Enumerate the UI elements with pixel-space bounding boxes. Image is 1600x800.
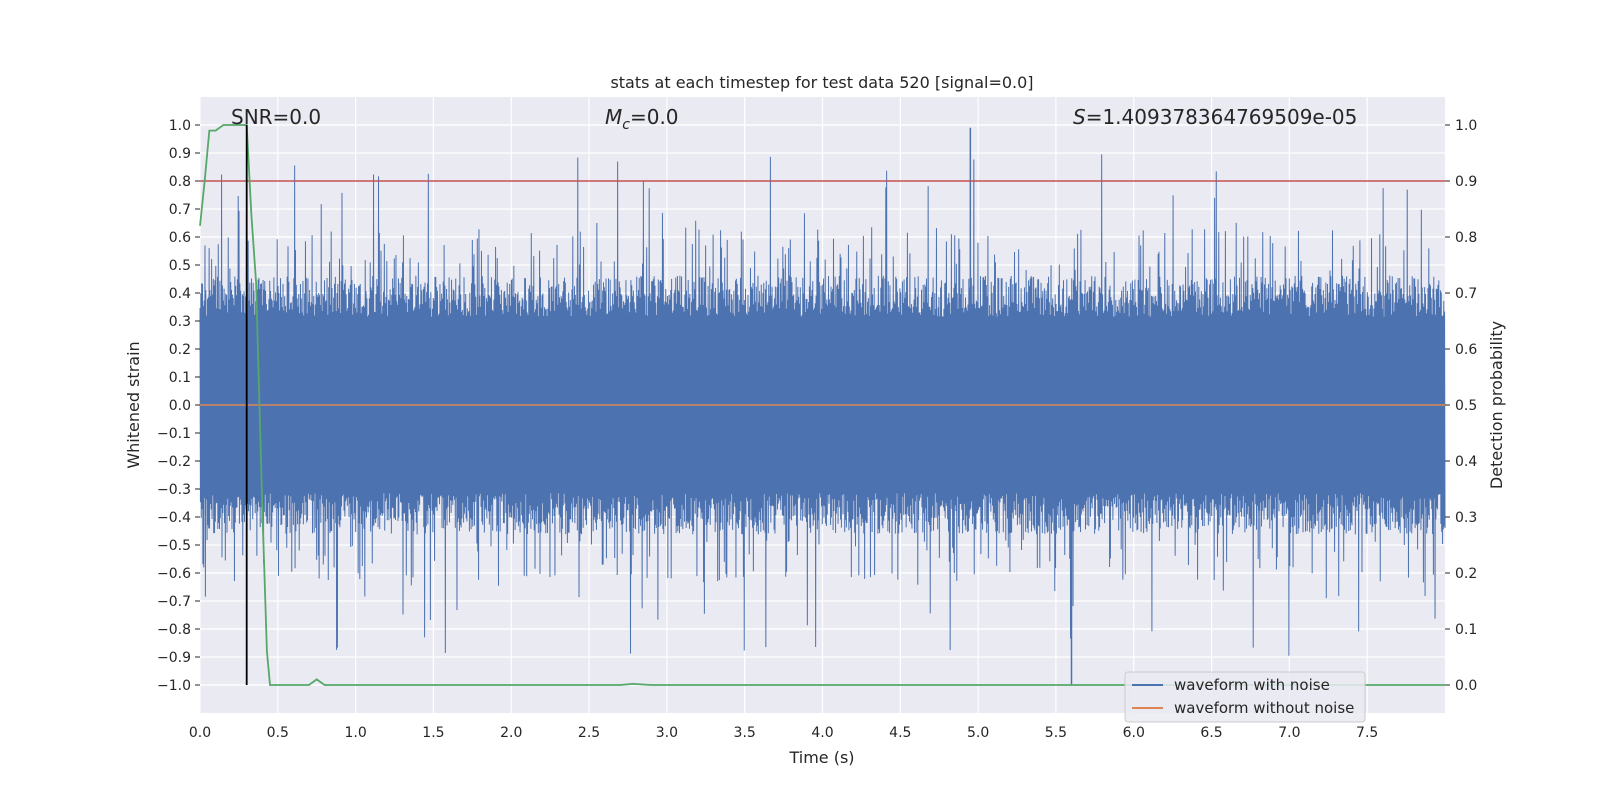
legend-label-noise: waveform with noise [1174, 676, 1330, 694]
y-tick-label-10: 0.0 [169, 398, 191, 414]
chirp-mass-annotation: Mc=0.0 [605, 105, 679, 133]
chirp-mass-subscript: c [622, 117, 630, 133]
y-tick-label-15: −0.5 [157, 538, 191, 554]
y2-tick-label-4: 0.6 [1455, 342, 1477, 358]
x-tick-label-6: 3.0 [656, 725, 678, 741]
y2-tick-label-1: 0.9 [1455, 174, 1477, 190]
y2-tick-labels: 1.0 0.9 0.8 0.7 0.6 0.5 0.4 0.3 0.2 0.1 0.0 [1445, 118, 1477, 694]
legend-label-clean: waveform without noise [1174, 699, 1354, 717]
y-tick-label-7: 0.3 [169, 314, 191, 330]
y-tick-label-13: −0.3 [157, 482, 191, 498]
x-tick-label-5: 2.5 [578, 725, 600, 741]
y-tick-label-17: −0.7 [157, 594, 191, 610]
y-axis-label: Whitened strain [124, 341, 143, 468]
y2-tick-label-5: 0.5 [1455, 398, 1477, 414]
x-tick-label-13: 6.5 [1200, 725, 1222, 741]
y2-tick-label-6: 0.4 [1455, 454, 1477, 470]
x-tick-label-3: 1.5 [422, 725, 444, 741]
chirp-mass-symbol: M [605, 105, 622, 129]
y-tick-label-16: −0.6 [157, 566, 191, 582]
y-tick-label-4: 0.6 [169, 230, 191, 246]
chirp-mass-value: =0.0 [630, 105, 679, 129]
x-tick-label-11: 5.5 [1045, 725, 1067, 741]
y-tick-label-2: 0.8 [169, 174, 191, 190]
x-tick-labels: 0.0 0.5 1.0 1.5 2.0 2.5 3.0 3.5 4.0 4.5 5.0 5.5 6.0 6… [189, 725, 1378, 741]
x-axis-label: Time (s) [788, 748, 854, 767]
chart-title: stats at each timestep for test data 520… [610, 73, 1033, 92]
x-tick-label-4: 2.0 [500, 725, 522, 741]
x-tick-label-10: 5.0 [967, 725, 989, 741]
y2-axis-label: Detection probability [1487, 321, 1506, 489]
y-tick-label-3: 0.7 [169, 202, 191, 218]
y-tick-label-20: −1.0 [157, 678, 191, 694]
x-tick-label-12: 6.0 [1123, 725, 1145, 741]
s-symbol: S [1073, 105, 1086, 129]
y-tick-label-1: 0.9 [169, 146, 191, 162]
y-tick-label-19: −0.9 [157, 650, 191, 666]
s-value-annotation: S=1.409378364769509e-05 [1073, 105, 1357, 129]
y-tick-label-12: −0.2 [157, 454, 191, 470]
y2-tick-label-9: 0.1 [1455, 622, 1477, 638]
snr-annotation: SNR=0.0 [231, 105, 321, 129]
y-tick-label-9: 0.1 [169, 370, 191, 386]
y-tick-labels: 1.0 0.9 0.8 0.7 0.6 0.5 0.4 0.3 0.2 0.1 0.0 −0.1 −0.… [157, 118, 200, 694]
y-tick-label-0: 1.0 [169, 118, 191, 134]
x-tick-label-14: 7.0 [1278, 725, 1300, 741]
x-tick-label-7: 3.5 [734, 725, 756, 741]
x-tick-label-1: 0.5 [267, 725, 289, 741]
detection-probability-line [199, 124, 1445, 686]
x-tick-label-9: 4.5 [889, 725, 911, 741]
y2-tick-label-0: 1.0 [1455, 118, 1477, 134]
legend: waveform with noise waveform without noi… [1124, 671, 1366, 723]
y2-tick-label-3: 0.7 [1455, 286, 1477, 302]
x-tick-label-8: 4.0 [811, 725, 833, 741]
y-tick-label-6: 0.4 [169, 286, 191, 302]
x-tick-label-15: 7.5 [1356, 725, 1378, 741]
y-tick-label-8: 0.2 [169, 342, 191, 358]
x-tick-label-0: 0.0 [189, 725, 211, 741]
s-value: =1.409378364769509e-05 [1086, 105, 1358, 129]
legend-box [1124, 671, 1366, 723]
y-tick-label-5: 0.5 [169, 258, 191, 274]
y2-tick-label-10: 0.0 [1455, 678, 1477, 694]
y2-tick-label-2: 0.8 [1455, 230, 1477, 246]
y2-tick-label-7: 0.3 [1455, 510, 1477, 526]
detection-probability-series [199, 124, 1445, 686]
y-tick-label-11: −0.1 [157, 426, 191, 442]
y-tick-label-18: −0.8 [157, 622, 191, 638]
y-tick-label-14: −0.4 [157, 510, 191, 526]
x-tick-label-2: 1.0 [344, 725, 366, 741]
y2-tick-label-8: 0.2 [1455, 566, 1477, 582]
